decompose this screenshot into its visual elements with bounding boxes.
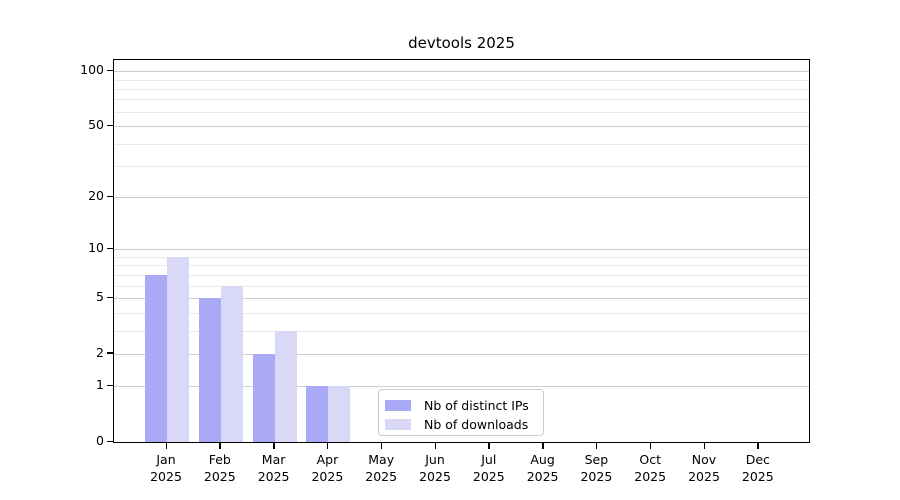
bar-downloads-jan [167, 256, 189, 442]
x-tick-mark [326, 443, 329, 449]
x-tick-year: 2025 [472, 469, 505, 484]
x-tick-year: 2025 [150, 469, 182, 484]
plot-area [113, 59, 810, 443]
y-tick-mark [107, 247, 113, 250]
x-tick-year: 2025 [257, 469, 290, 484]
y-tick-mark [107, 69, 113, 72]
x-tick-label: Jun 2025 [405, 451, 465, 485]
y-tick-mark [107, 296, 113, 298]
x-tick-mark [219, 443, 221, 449]
chart-title: devtools 2025 [408, 34, 515, 52]
x-tick-mark [273, 443, 275, 449]
x-tick-year: 2025 [741, 469, 774, 484]
legend-item-downloads: Nb of downloads [385, 415, 543, 434]
gridline-minor [114, 312, 809, 314]
y-tick-mark [107, 352, 113, 354]
x-tick-label: Nov 2025 [674, 451, 734, 485]
gridline-minor [114, 99, 809, 101]
x-tick-label: Jan 2025 [136, 451, 196, 485]
y-tick-label: 50 [88, 117, 104, 133]
bar-distinct-ips-mar [252, 353, 275, 442]
x-tick-label: Apr 2025 [297, 451, 357, 485]
y-tick-mark [107, 440, 113, 442]
legend: Nb of distinct IPs Nb of downloads [378, 389, 544, 436]
x-tick-label: Oct 2025 [620, 451, 680, 485]
x-tick-label: Mar 2025 [244, 451, 304, 485]
y-tick-mark [107, 124, 113, 127]
x-tick-mark [165, 443, 167, 449]
x-tick-mark [703, 443, 705, 449]
x-tick-label: Aug 2025 [513, 451, 573, 485]
y-tick-mark [107, 384, 113, 387]
gridline-minor [114, 166, 809, 168]
x-tick-mark [434, 443, 436, 449]
x-tick-label: May 2025 [351, 451, 411, 485]
y-tick-label: 10 [88, 240, 104, 256]
x-tick-mark [488, 443, 490, 449]
y-tick-label: 1 [96, 377, 104, 393]
x-tick-mark [649, 443, 652, 449]
legend-label-distinct-ips: Nb of distinct IPs [424, 398, 529, 413]
x-tick-year: 2025 [526, 469, 559, 484]
gridline-major [114, 126, 809, 128]
gridline-major [114, 298, 809, 299]
gridline-minor [114, 111, 809, 113]
x-tick-year: 2025 [311, 469, 344, 484]
x-tick-year: 2025 [634, 469, 667, 484]
gridline-minor [114, 79, 809, 81]
legend-swatch-downloads-icon [385, 419, 411, 430]
x-tick-year: 2025 [580, 469, 613, 484]
y-tick-mark [107, 195, 113, 198]
bar-distinct-ips-feb [198, 298, 221, 442]
x-tick-mark [595, 443, 598, 449]
gridline-major [114, 249, 809, 251]
x-tick-label: Jul 2025 [459, 451, 519, 485]
x-tick-label: Feb 2025 [190, 451, 250, 485]
bar-downloads-mar [274, 330, 297, 442]
legend-label-downloads: Nb of downloads [424, 417, 529, 432]
gridline-major [114, 386, 809, 388]
gridline-minor [114, 274, 809, 276]
y-tick-label: 20 [88, 188, 104, 204]
x-tick-mark [380, 443, 383, 449]
y-tick-label: 2 [96, 344, 104, 360]
gridline-minor [114, 265, 809, 267]
x-tick-year: 2025 [688, 469, 720, 484]
gridline-minor [114, 330, 809, 332]
legend-swatch-distinct-ips-icon [385, 400, 411, 411]
x-tick-label: Dec 2025 [728, 451, 788, 485]
x-tick-mark [542, 443, 544, 449]
x-tick-mark [757, 443, 759, 449]
bar-distinct-ips-jan [145, 274, 167, 442]
x-tick-year: 2025 [365, 469, 398, 484]
bar-downloads-feb [220, 285, 243, 442]
gridline-minor [114, 256, 809, 258]
gridline-major [114, 71, 809, 73]
y-tick-label: 100 [80, 62, 104, 78]
gridline-major [114, 353, 809, 355]
x-tick-year: 2025 [419, 469, 451, 484]
bar-downloads-apr [328, 386, 351, 442]
y-tick-label: 5 [96, 289, 104, 304]
bar-distinct-ips-apr [306, 386, 329, 442]
x-tick-year: 2025 [203, 469, 236, 484]
gridline-major [114, 197, 809, 199]
gridline-minor [114, 88, 809, 90]
legend-item-distinct-ips: Nb of distinct IPs [385, 396, 543, 415]
gridline-minor [114, 285, 809, 287]
gridline-minor [114, 143, 809, 145]
y-tick-label: 0 [96, 433, 104, 448]
x-tick-label: Sep 2025 [566, 451, 626, 485]
